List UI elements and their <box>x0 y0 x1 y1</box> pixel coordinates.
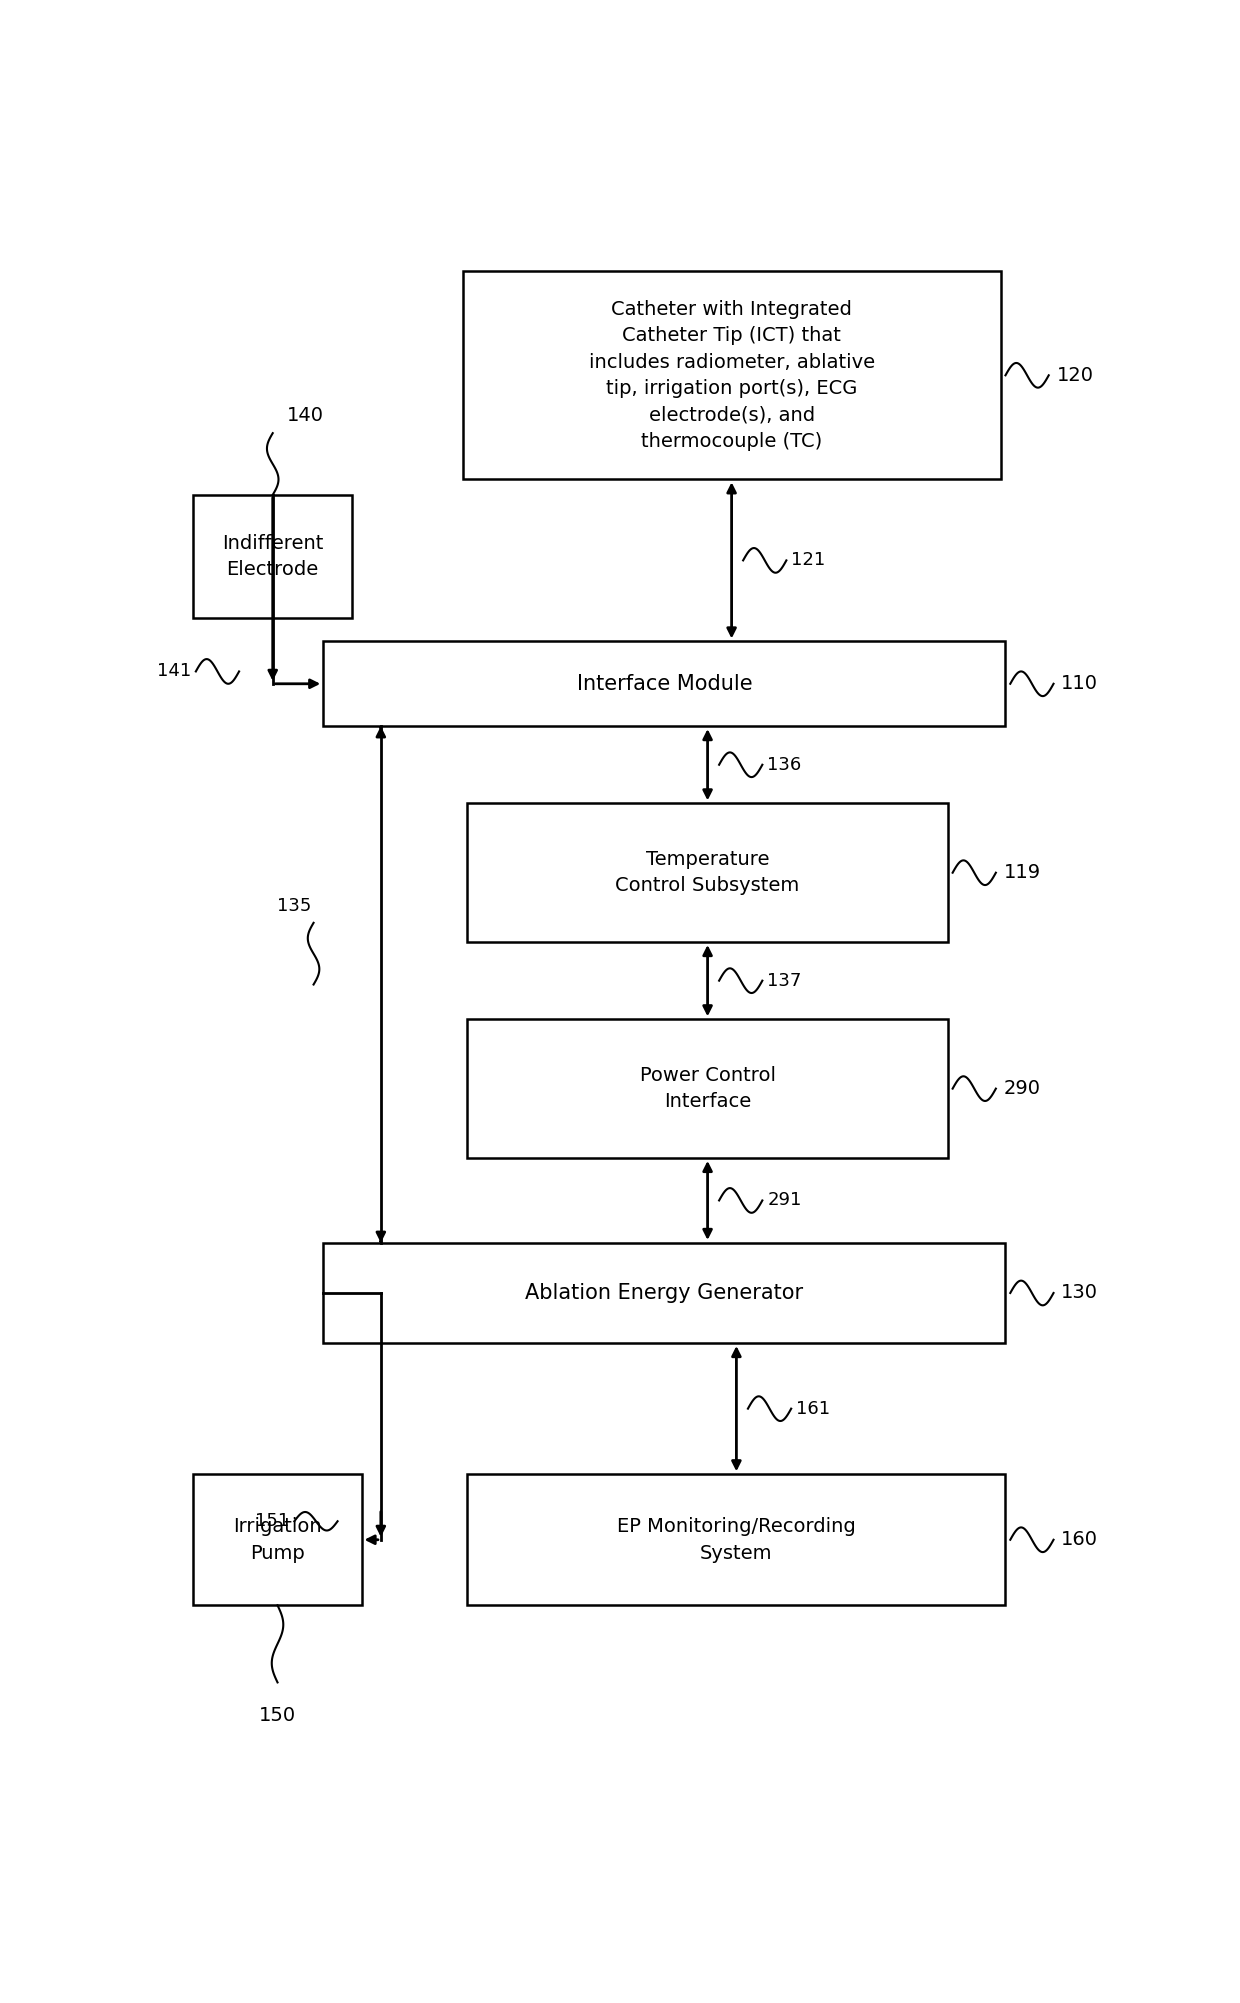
Text: Temperature
Control Subsystem: Temperature Control Subsystem <box>615 849 800 895</box>
Text: 150: 150 <box>259 1707 296 1725</box>
Text: 137: 137 <box>768 971 801 989</box>
Text: 110: 110 <box>1061 675 1099 693</box>
Text: Interface Module: Interface Module <box>577 673 753 693</box>
FancyBboxPatch shape <box>193 1474 362 1604</box>
Text: 130: 130 <box>1061 1284 1099 1302</box>
FancyBboxPatch shape <box>193 495 352 619</box>
Text: 135: 135 <box>278 897 311 915</box>
FancyBboxPatch shape <box>463 270 1001 479</box>
Text: Catheter with Integrated
Catheter Tip (ICT) that
includes radiometer, ablative
t: Catheter with Integrated Catheter Tip (I… <box>589 300 874 451</box>
Text: Ablation Energy Generator: Ablation Energy Generator <box>526 1284 804 1304</box>
Text: EP Monitoring/Recording
System: EP Monitoring/Recording System <box>618 1516 856 1562</box>
FancyBboxPatch shape <box>467 1020 947 1158</box>
Text: Power Control
Interface: Power Control Interface <box>640 1066 775 1112</box>
Text: Indifferent
Electrode: Indifferent Electrode <box>222 533 324 579</box>
FancyBboxPatch shape <box>467 803 947 941</box>
FancyBboxPatch shape <box>324 1242 1006 1344</box>
Text: 140: 140 <box>288 407 324 425</box>
FancyBboxPatch shape <box>467 1474 1006 1604</box>
Text: 160: 160 <box>1061 1530 1099 1548</box>
Text: 151: 151 <box>255 1512 289 1530</box>
FancyBboxPatch shape <box>324 641 1006 727</box>
Text: 161: 161 <box>796 1400 830 1418</box>
Text: 136: 136 <box>768 755 801 773</box>
Text: 121: 121 <box>791 551 826 569</box>
Text: 141: 141 <box>156 663 191 681</box>
Text: Irrigation
Pump: Irrigation Pump <box>233 1516 322 1562</box>
Text: 120: 120 <box>1056 367 1094 385</box>
Text: 291: 291 <box>768 1192 801 1210</box>
Text: 290: 290 <box>1003 1080 1040 1098</box>
Text: 119: 119 <box>1003 863 1040 881</box>
